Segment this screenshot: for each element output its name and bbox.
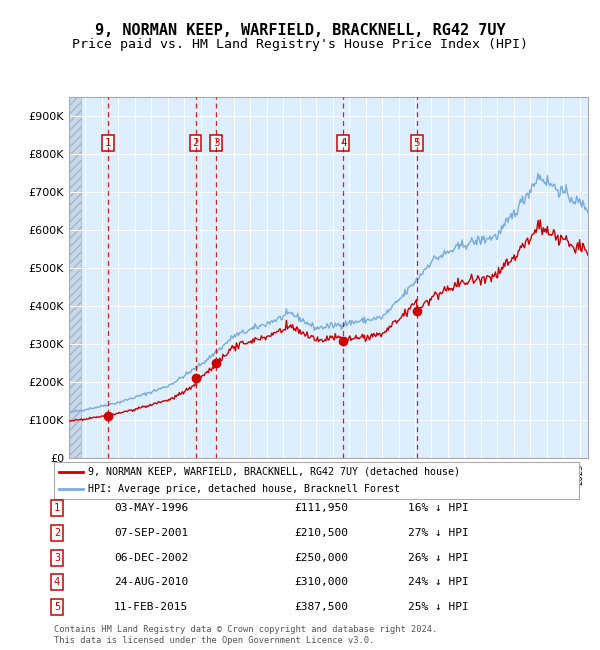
Text: 11-FEB-2015: 11-FEB-2015: [114, 602, 188, 612]
Text: 03-MAY-1996: 03-MAY-1996: [114, 503, 188, 514]
Text: 27% ↓ HPI: 27% ↓ HPI: [408, 528, 469, 538]
Text: 26% ↓ HPI: 26% ↓ HPI: [408, 552, 469, 563]
Text: 16% ↓ HPI: 16% ↓ HPI: [408, 503, 469, 514]
Text: 24% ↓ HPI: 24% ↓ HPI: [408, 577, 469, 588]
Bar: [69, 98, 82, 458]
Text: 25% ↓ HPI: 25% ↓ HPI: [408, 602, 469, 612]
Text: 4: 4: [340, 138, 347, 148]
Text: 2: 2: [54, 528, 60, 538]
Text: £387,500: £387,500: [294, 602, 348, 612]
Text: 1: 1: [54, 503, 60, 514]
Text: 5: 5: [413, 138, 420, 148]
Text: 1: 1: [104, 138, 111, 148]
Text: £250,000: £250,000: [294, 552, 348, 563]
Text: HPI: Average price, detached house, Bracknell Forest: HPI: Average price, detached house, Brac…: [88, 484, 400, 494]
Text: £111,950: £111,950: [294, 503, 348, 514]
Text: 9, NORMAN KEEP, WARFIELD, BRACKNELL, RG42 7UY: 9, NORMAN KEEP, WARFIELD, BRACKNELL, RG4…: [95, 23, 505, 38]
Text: 06-DEC-2002: 06-DEC-2002: [114, 552, 188, 563]
Text: £310,000: £310,000: [294, 577, 348, 588]
Text: 5: 5: [54, 602, 60, 612]
Text: 4: 4: [54, 577, 60, 588]
Text: 3: 3: [213, 138, 220, 148]
Text: 24-AUG-2010: 24-AUG-2010: [114, 577, 188, 588]
Text: 9, NORMAN KEEP, WARFIELD, BRACKNELL, RG42 7UY (detached house): 9, NORMAN KEEP, WARFIELD, BRACKNELL, RG4…: [88, 467, 460, 476]
Text: 2: 2: [192, 138, 199, 148]
Text: Contains HM Land Registry data © Crown copyright and database right 2024.
This d: Contains HM Land Registry data © Crown c…: [54, 625, 437, 645]
Text: 3: 3: [54, 552, 60, 563]
Text: 07-SEP-2001: 07-SEP-2001: [114, 528, 188, 538]
Text: Price paid vs. HM Land Registry's House Price Index (HPI): Price paid vs. HM Land Registry's House …: [72, 38, 528, 51]
Text: £210,500: £210,500: [294, 528, 348, 538]
